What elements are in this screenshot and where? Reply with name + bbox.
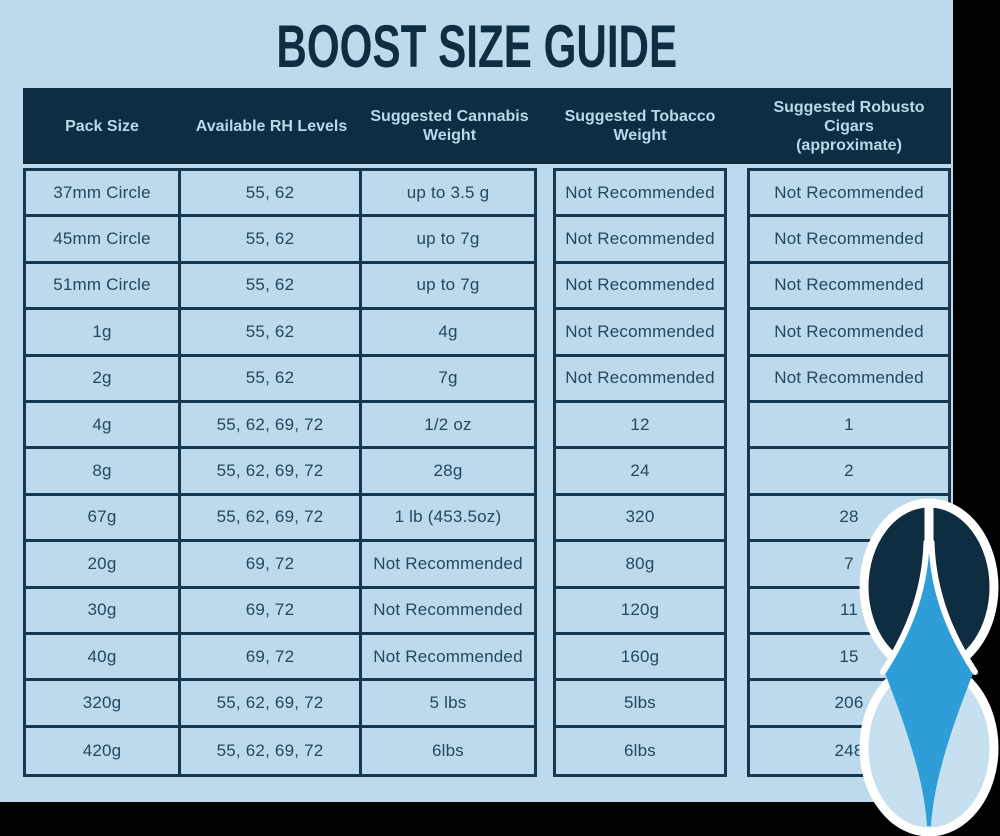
table-cell: 40g — [26, 634, 181, 682]
table-cell: 7 — [750, 542, 948, 589]
table-cell: up to 7g — [362, 264, 534, 311]
table-cell: Not Recommended — [556, 357, 724, 403]
table-cell: 5 lbs — [362, 681, 534, 728]
table-cell: 12 — [556, 403, 724, 450]
column-header-pack-size: Pack Size — [65, 117, 139, 135]
column-header-cannabis-weight: Suggested Cannabis Weight — [370, 108, 529, 144]
table-cell: 55, 62, 69, 72 — [181, 727, 362, 775]
table-cell: 2g — [26, 356, 181, 403]
table-cell: 55, 62 — [181, 171, 362, 218]
page-title: BOOST SIZE GUIDE — [276, 13, 677, 81]
table-cell: 55, 62, 69, 72 — [181, 681, 362, 728]
table-cell: 1/2 oz — [362, 403, 534, 450]
table-cell: 55, 62, 69, 72 — [181, 402, 362, 450]
table-header-row: Pack Size Available RH Levels Suggested … — [23, 88, 951, 164]
table-cell: Not Recommended — [750, 217, 948, 264]
table-cell: 55, 62, 69, 72 — [181, 495, 362, 543]
table-cell: 2 — [750, 449, 948, 496]
table-cell: 24 — [556, 449, 724, 496]
table-cell: 5lbs — [556, 681, 724, 728]
table-body-columns-1-3: 37mm Circle 55, 62 up to 3.5 g 45mm Circle 5… — [23, 168, 537, 778]
table-cell: 6lbs — [624, 740, 656, 760]
table-cell: Not Recommended — [556, 217, 724, 264]
title-area: BOOST SIZE GUIDE — [0, 13, 953, 81]
table-cell: up to 3.5 g — [362, 171, 534, 218]
table-cell: 420g — [26, 727, 181, 775]
table-cell: 20g — [26, 542, 181, 589]
table-cell: 320g — [26, 681, 181, 728]
table-cell: 67g — [26, 495, 181, 543]
table-cell: 55, 62 — [181, 263, 362, 311]
logo-top-slit — [924, 503, 934, 548]
card-background: BOOST SIZE GUIDE Pack Size Available RH … — [0, 0, 953, 802]
logo-flame-edge-left — [880, 539, 930, 675]
table-cell: Not Recommended — [362, 589, 534, 635]
table-cell: 69, 72 — [181, 542, 362, 589]
table-cell: Not Recommended — [750, 357, 948, 403]
table-cell: Not Recommended — [750, 310, 948, 357]
table-cell: 4g — [362, 310, 534, 357]
table-cell: 45mm Circle — [26, 217, 181, 264]
logo-flame — [884, 546, 974, 826]
table-cell: 11 — [750, 589, 948, 635]
table-cell: 55, 62 — [181, 356, 362, 403]
table-cell: Not Recommended — [750, 264, 948, 311]
table-cell: Not Recommended — [556, 171, 724, 218]
table-cell: 8g — [26, 449, 181, 496]
table-cell: 37mm Circle — [26, 171, 181, 218]
table-cell: Not Recommended — [556, 264, 724, 311]
table-cell: 80g — [556, 542, 724, 589]
table-cell: 15 — [750, 635, 948, 682]
table-cell: 160g — [556, 635, 724, 682]
table-cell: Not Recommended — [750, 171, 948, 218]
table-cell: 320 — [556, 496, 724, 543]
table-cell: 28 — [750, 496, 948, 543]
column-header-rh-levels: Available RH Levels — [195, 117, 348, 135]
table-cell: 55, 62 — [181, 217, 362, 264]
table-cell: 51mm Circle — [26, 263, 181, 311]
table-cell: 69, 72 — [181, 588, 362, 635]
boost-leaf-logo — [859, 498, 999, 836]
table-cell: 1g — [26, 310, 181, 357]
column-header-tobacco-weight: Suggested Tobacco Weight — [564, 108, 716, 144]
table-cell: 6lbs — [432, 740, 464, 760]
column-header-robusto-cigars: Suggested Robusto Cigars (approximate) — [773, 98, 925, 154]
table-cell: Not Recommended — [362, 542, 534, 589]
table-cell: 206 — [750, 681, 948, 728]
table-cell: Not Recommended — [362, 635, 534, 682]
table-cell: 1 lb (453.5oz) — [362, 496, 534, 543]
logo-flame-edge-right — [928, 539, 978, 675]
table-cell: up to 7g — [362, 217, 534, 264]
table-body-column-5: Not Recommended Not Recommended Not Recomm… — [747, 168, 951, 778]
table-cell: 69, 72 — [181, 634, 362, 682]
table-cell: 28g — [362, 449, 534, 496]
table-cell: 30g — [26, 588, 181, 635]
header-spacer — [537, 88, 553, 164]
table-cell: 120g — [556, 589, 724, 635]
table-cell: 55, 62 — [181, 310, 362, 357]
table-cell: Not Recommended — [556, 310, 724, 357]
header-spacer — [727, 88, 747, 164]
table-cell: 7g — [362, 357, 534, 403]
table-body-column-4: Not Recommended Not Recommended Not Recomm… — [553, 168, 727, 778]
table-cell: 4g — [26, 402, 181, 450]
table-cell: 55, 62, 69, 72 — [181, 449, 362, 496]
table-cell: 1 — [750, 403, 948, 450]
table-cell: 248 — [834, 740, 864, 760]
